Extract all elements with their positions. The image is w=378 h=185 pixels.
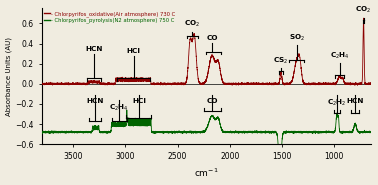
Text: C$_2$H$_4$: C$_2$H$_4$ bbox=[109, 103, 129, 113]
Text: CS$_2$: CS$_2$ bbox=[273, 56, 289, 66]
Legend: - Chlorpyrifos_oxidative(Air atmosphere) 730 C, - Chlorpyrifos_pyrolysis(N2 atmo: - Chlorpyrifos_oxidative(Air atmosphere)… bbox=[44, 11, 175, 23]
Text: C$_2$H$_2$: C$_2$H$_2$ bbox=[327, 98, 347, 108]
X-axis label: cm$^{-1}$: cm$^{-1}$ bbox=[194, 167, 218, 179]
Text: SO$_2$: SO$_2$ bbox=[289, 32, 305, 43]
Text: HCN: HCN bbox=[87, 98, 104, 104]
Text: HCN: HCN bbox=[85, 46, 102, 52]
Text: CO$_2$: CO$_2$ bbox=[184, 19, 200, 29]
Text: CO: CO bbox=[206, 98, 218, 104]
Text: HCl: HCl bbox=[132, 98, 146, 104]
Text: CO: CO bbox=[206, 35, 218, 41]
Text: CO$_2$: CO$_2$ bbox=[355, 5, 372, 15]
Text: HCN: HCN bbox=[347, 98, 364, 104]
Text: C$_2$H$_4$: C$_2$H$_4$ bbox=[330, 51, 349, 61]
Y-axis label: Absorbance Units (AU): Absorbance Units (AU) bbox=[6, 37, 12, 116]
Text: HCl: HCl bbox=[127, 48, 141, 54]
